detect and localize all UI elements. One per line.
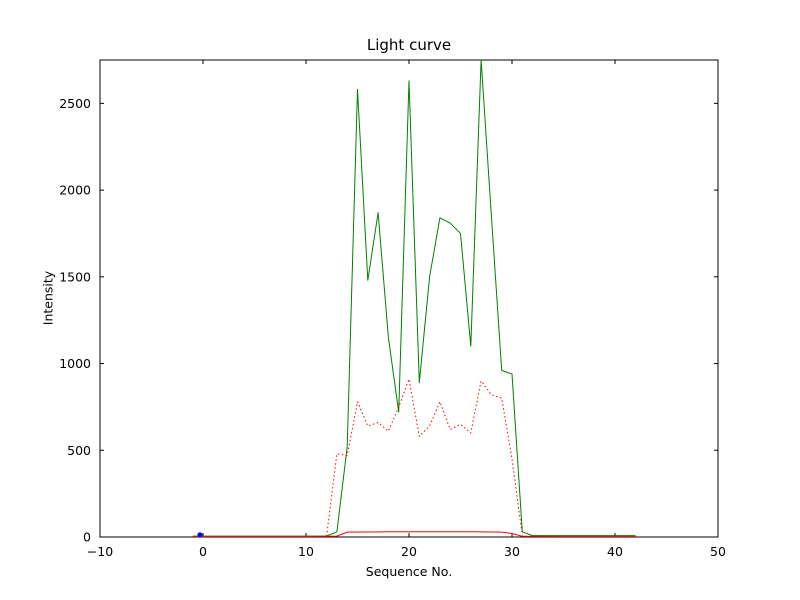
x-tick-label: 30: [504, 544, 520, 559]
x-tick-label: 40: [607, 544, 623, 559]
series-intensity-green-solid-line: [192, 59, 636, 537]
series-intensity-red-solid-line: [192, 531, 636, 537]
series-intensity-red-dotted-line: [326, 378, 523, 537]
series-start-marker-blue-point: [197, 532, 203, 538]
x-axis-label: Sequence No.: [365, 564, 453, 579]
y-tick-label: 2500: [59, 96, 91, 111]
y-tick-label: 0: [83, 530, 91, 545]
y-tick-label: 1000: [59, 356, 91, 371]
x-tick-label: 20: [401, 544, 417, 559]
x-tick-label: 10: [298, 544, 314, 559]
axes-frame: [99, 59, 719, 538]
y-tick-label: 2000: [59, 183, 91, 198]
y-tick-label: 500: [67, 443, 91, 458]
y-tick-label: 1500: [59, 269, 91, 284]
x-tick-label: 50: [710, 544, 726, 559]
chart-title: Light curve: [366, 36, 452, 54]
x-tick-label: 0: [199, 544, 207, 559]
y-axis-label: Intensity: [40, 270, 56, 326]
x-tick-label: −10: [87, 544, 113, 559]
